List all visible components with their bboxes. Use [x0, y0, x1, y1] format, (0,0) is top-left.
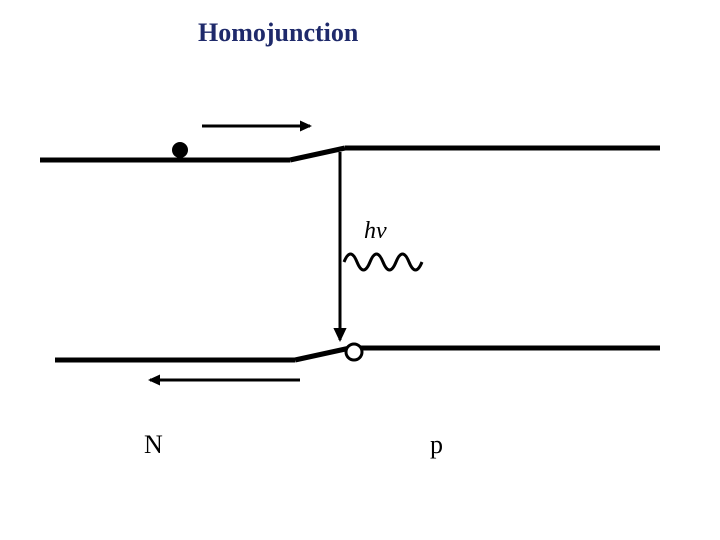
valence-band-slope	[295, 348, 350, 360]
photon-wave	[344, 254, 422, 270]
hole-arrow-head	[148, 375, 160, 386]
diagram-svg	[0, 0, 720, 540]
hole-marker	[346, 344, 362, 360]
recombination-arrow-head	[333, 328, 346, 342]
conduction-band-slope	[290, 148, 345, 160]
diagram-canvas: Homojunction hv N p	[0, 0, 720, 540]
conduction-band	[40, 148, 660, 160]
electron-arrow-head	[300, 121, 312, 132]
electron-marker	[172, 142, 188, 158]
hole-drift-arrow	[148, 375, 300, 386]
recombination-arrow	[333, 152, 346, 342]
electron-drift-arrow	[202, 121, 312, 132]
